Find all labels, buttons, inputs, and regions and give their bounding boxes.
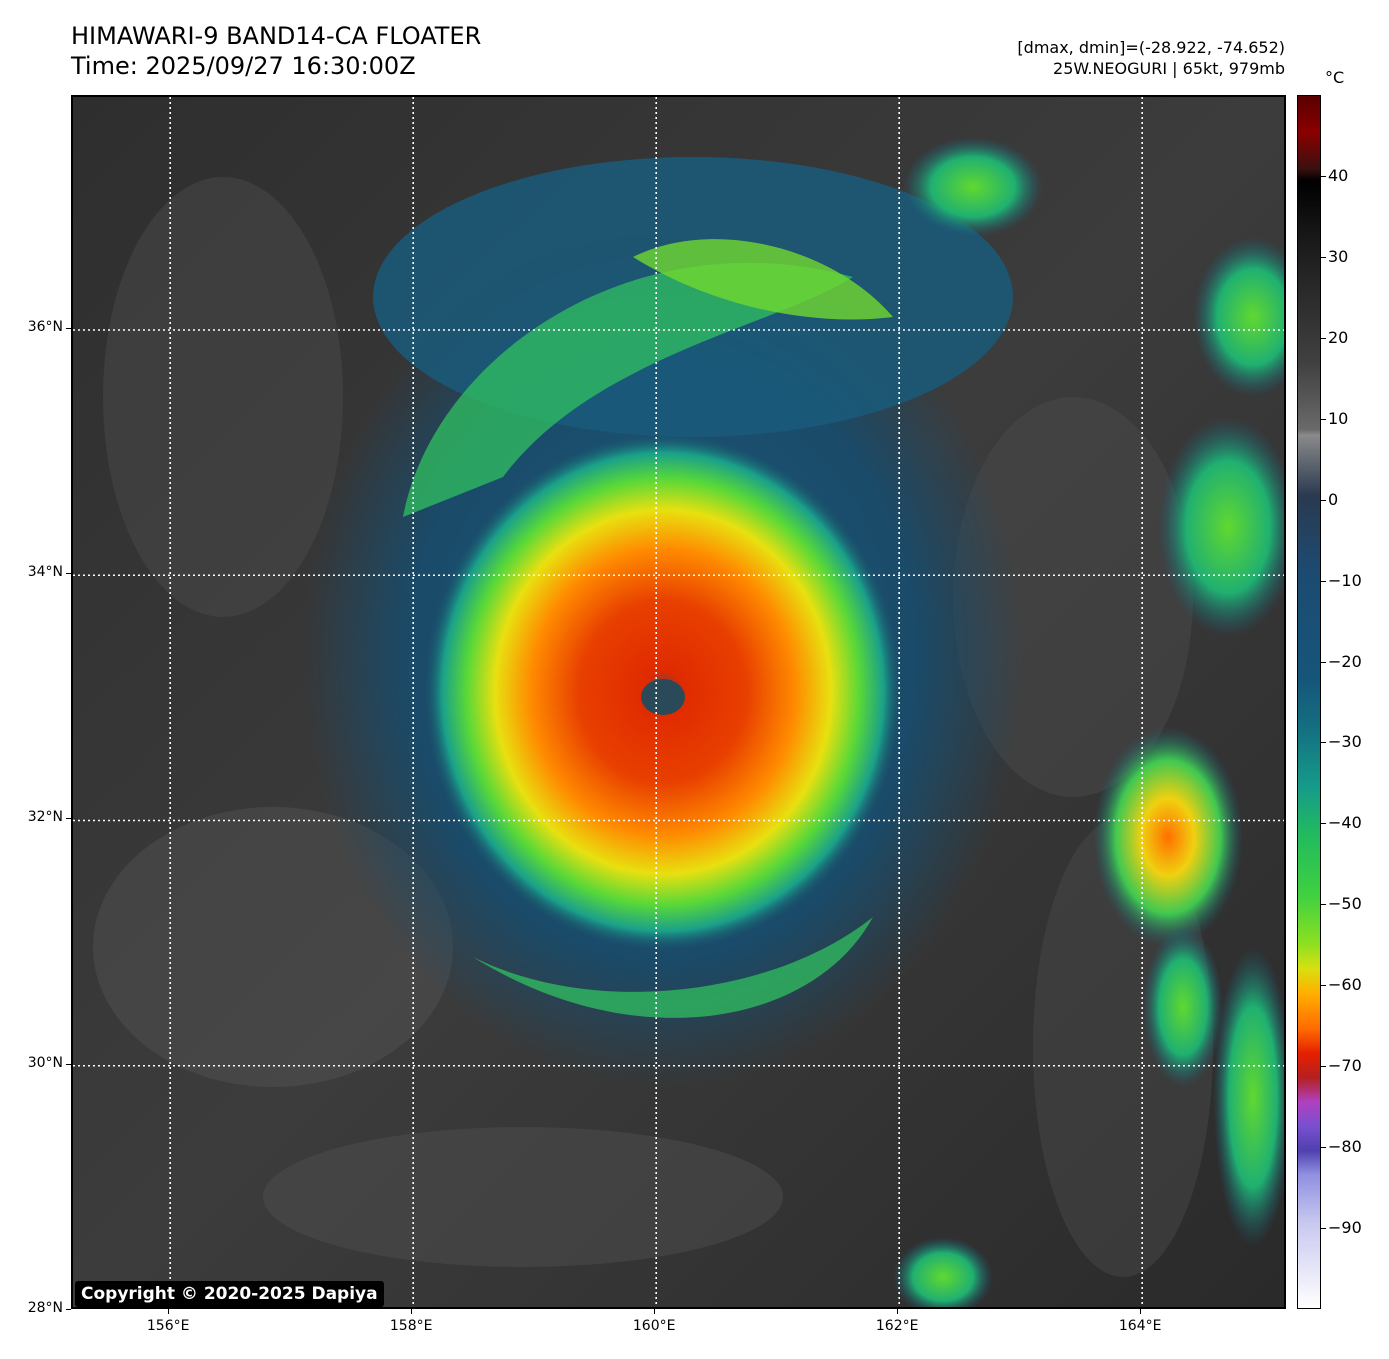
longitude-label: 160°E (632, 1318, 676, 1334)
colorbar-tick (1321, 661, 1326, 663)
satellite-image-panel: Copyright © 2020-2025 Dapiya (71, 95, 1286, 1309)
storm-eye (641, 679, 685, 715)
latitude-label: 28°N (27, 1300, 63, 1316)
colorbar-tick-label: −30 (1328, 732, 1362, 752)
image-timestamp: Time: 2025/09/27 16:30:00Z (71, 52, 416, 80)
colorbar-tick (1321, 904, 1326, 906)
storm-info: 25W.NEOGURI | 65kt, 979mb (1053, 59, 1285, 78)
longitude-tick (897, 1309, 899, 1314)
latitude-label: 36°N (27, 318, 63, 335)
latitude-tick (66, 1063, 71, 1065)
satellite-imagery (73, 97, 1284, 1307)
image-title: HIMAWARI-9 BAND14-CA FLOATER (71, 22, 482, 50)
dmax-dmin-readout: [dmax, dmin]=(-28.922, -74.652) (1017, 38, 1285, 57)
colorbar-tick (1321, 823, 1326, 825)
latitude-tick (66, 327, 71, 329)
colorbar-tick (1321, 742, 1326, 744)
longitude-label: 164°E (1118, 1318, 1162, 1334)
colorbar-tick (1321, 337, 1326, 339)
longitude-tick (1140, 1309, 1142, 1314)
colorbar-tick-label: −10 (1328, 570, 1362, 590)
colorbar-tick (1321, 1147, 1326, 1149)
copyright-label: Copyright © 2020-2025 Dapiya (75, 1281, 384, 1307)
colorbar-tick (1321, 985, 1326, 987)
colorbar-tick (1321, 499, 1326, 501)
longitude-label: 162°E (875, 1318, 919, 1334)
colorbar-tick (1321, 1066, 1326, 1068)
longitude-label: 158°E (389, 1318, 433, 1334)
colorbar-tick-label: 30 (1328, 246, 1349, 266)
colorbar-tick-label: −90 (1328, 1218, 1362, 1238)
colorbar-tick (1321, 1228, 1326, 1230)
colorbar-tick (1321, 418, 1326, 420)
latitude-label: 30°N (27, 1054, 63, 1071)
temperature-colorbar (1297, 95, 1321, 1309)
colorbar-tick-label: 40 (1328, 165, 1349, 185)
longitude-label: 156°E (146, 1318, 190, 1334)
colorbar-unit: °C (1325, 68, 1345, 87)
latitude-tick (66, 573, 71, 575)
colorbar-tick (1321, 256, 1326, 258)
colorbar-tick-label: −50 (1328, 894, 1362, 914)
latitude-label: 34°N (27, 564, 63, 581)
colorbar-tick-label: −20 (1328, 651, 1362, 671)
longitude-tick (654, 1309, 656, 1314)
colorbar-tick-label: 0 (1328, 489, 1339, 509)
latitude-tick (66, 1309, 71, 1310)
colorbar-tick-label: −80 (1328, 1137, 1362, 1157)
latitude-label: 32°N (27, 809, 63, 826)
colorbar-tick-label: −40 (1328, 813, 1362, 833)
longitude-tick (168, 1309, 170, 1314)
longitude-tick (411, 1309, 413, 1314)
latitude-tick (66, 818, 71, 820)
colorbar-tick (1321, 580, 1326, 582)
colorbar-tick-label: 10 (1328, 408, 1349, 428)
colorbar-tick-label: −60 (1328, 975, 1362, 995)
colorbar-tick-label: −70 (1328, 1056, 1362, 1076)
colorbar-tick-label: 20 (1328, 327, 1349, 347)
colorbar-tick (1321, 175, 1326, 177)
